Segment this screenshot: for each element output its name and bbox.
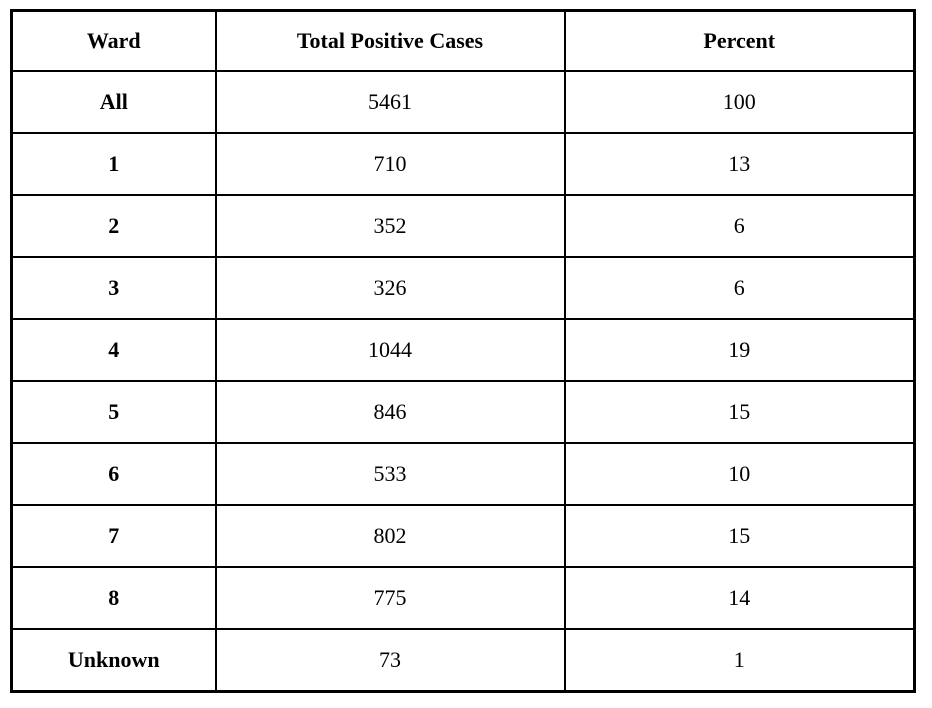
cases-cell: 775 [214,566,566,630]
percent-cell: 1 [563,628,916,693]
table-body: All 5461 100 1 710 13 2 352 6 3 326 6 4 [10,70,916,693]
ward-cell: 5 [10,380,217,444]
ward-cell: 1 [10,132,217,196]
table-row: 5 846 15 [10,380,916,444]
cases-cell: 352 [214,194,566,258]
ward-cell: 2 [10,194,217,258]
ward-cell: 3 [10,256,217,320]
column-header-total-positive-cases: Total Positive Cases [214,9,566,72]
percent-cell: 15 [563,504,916,568]
cases-cell: 326 [214,256,566,320]
cases-cell: 73 [214,628,566,693]
cases-cell: 802 [214,504,566,568]
percent-cell: 13 [563,132,916,196]
percent-cell: 100 [563,70,916,134]
ward-cell: All [10,70,217,134]
ward-positive-cases-table: Ward Total Positive Cases Percent All 54… [10,9,916,693]
cases-cell: 846 [214,380,566,444]
ward-cell: 7 [10,504,217,568]
percent-cell: 6 [563,256,916,320]
ward-cell: 6 [10,442,217,506]
table-row: 1 710 13 [10,132,916,196]
percent-cell: 19 [563,318,916,382]
cases-cell: 710 [214,132,566,196]
percent-cell: 14 [563,566,916,630]
table-row: 2 352 6 [10,194,916,258]
ward-cell: 4 [10,318,217,382]
cases-cell: 1044 [214,318,566,382]
percent-cell: 15 [563,380,916,444]
table-row: All 5461 100 [10,70,916,134]
percent-cell: 10 [563,442,916,506]
cases-cell: 533 [214,442,566,506]
table-row: 3 326 6 [10,256,916,320]
table-header: Ward Total Positive Cases Percent [10,9,916,72]
table-row: 8 775 14 [10,566,916,630]
cases-cell: 5461 [214,70,566,134]
ward-cell: 8 [10,566,217,630]
table-row: Unknown 73 1 [10,628,916,693]
table-row: 7 802 15 [10,504,916,568]
table-row: 6 533 10 [10,442,916,506]
ward-cell: Unknown [10,628,217,693]
column-header-percent: Percent [563,9,916,72]
column-header-ward: Ward [10,9,217,72]
table-row: 4 1044 19 [10,318,916,382]
header-row: Ward Total Positive Cases Percent [10,9,916,72]
percent-cell: 6 [563,194,916,258]
